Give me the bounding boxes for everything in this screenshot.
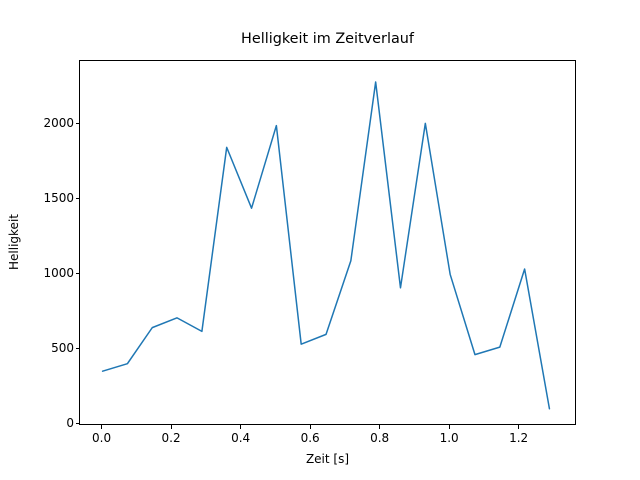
x-tick-label: 0.4 xyxy=(231,431,251,445)
chart-title: Helligkeit im Zeitverlauf xyxy=(241,31,414,47)
x-tick-label: 0.8 xyxy=(370,431,390,445)
x-tick-label: 0.2 xyxy=(161,431,181,445)
y-tick-label: 0 xyxy=(66,416,74,431)
x-tick-label: 0.0 xyxy=(92,431,112,445)
x-axis-label: Zeit [s] xyxy=(305,452,350,466)
y-axis-label: Helligkeit xyxy=(7,214,21,270)
y-tick-label: 1000 xyxy=(43,266,74,281)
line-series xyxy=(101,81,551,410)
plot-area xyxy=(79,60,576,425)
y-tick-label: 2000 xyxy=(43,116,74,131)
y-tick-label: 500 xyxy=(51,341,74,356)
x-tick-label: 0.6 xyxy=(300,431,320,445)
x-tick-label: 1.0 xyxy=(439,431,459,445)
y-tick-label: 1500 xyxy=(43,191,74,206)
x-tick-label: 1.2 xyxy=(509,431,529,445)
brightness-line xyxy=(101,81,551,410)
